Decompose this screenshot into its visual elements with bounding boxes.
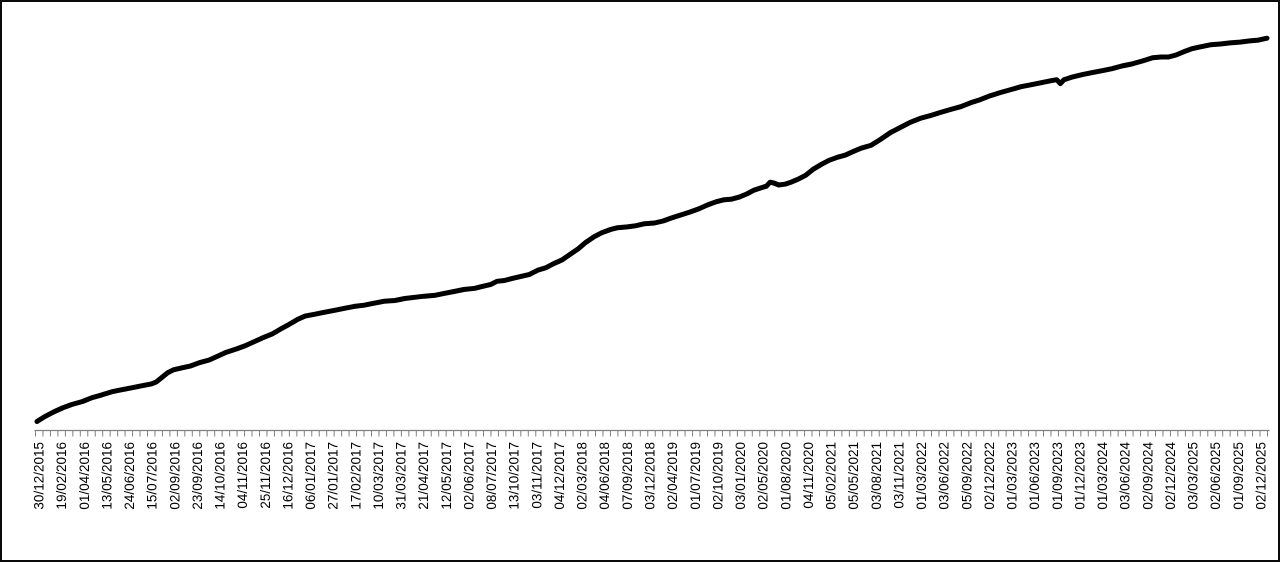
x-axis-label: 12/05/2017 [439, 442, 454, 510]
x-axis-label: 30/12/2015 [32, 442, 47, 510]
x-axis-label: 05/02/2021 [824, 442, 839, 510]
x-axis-label: 27/01/2017 [326, 442, 341, 510]
x-axis-label: 25/11/2016 [258, 442, 273, 509]
x-axis-label: 02/10/2019 [710, 442, 725, 510]
x-axis-label: 10/03/2017 [371, 442, 386, 510]
x-axis-label: 03/03/2025 [1186, 442, 1201, 510]
x-axis-label: 17/02/2017 [348, 442, 363, 510]
x-axis-label: 15/07/2016 [145, 442, 160, 510]
x-axis-label: 06/01/2017 [303, 442, 318, 510]
x-axis-label: 02/12/2024 [1163, 442, 1178, 510]
x-axis-label: 03/11/2021 [891, 442, 906, 509]
x-axis-label: 03/06/2022 [937, 442, 952, 510]
x-axis-label: 04/11/2016 [235, 442, 250, 509]
x-axis-label: 16/12/2016 [280, 442, 295, 510]
x-axis-label: 23/09/2016 [190, 442, 205, 510]
x-axis-label: 04/11/2020 [801, 442, 816, 509]
x-axis-label: 03/08/2021 [869, 442, 884, 510]
x-axis-label: 05/09/2022 [959, 442, 974, 510]
x-axis-label: 14/10/2016 [213, 442, 228, 510]
x-axis-label: 01/04/2016 [77, 442, 92, 510]
x-axis-label: 01/12/2023 [1072, 442, 1087, 510]
x-axis-label: 01/08/2020 [778, 442, 793, 510]
x-axis-label: 31/03/2017 [394, 442, 409, 510]
x-axis-label: 04/06/2018 [597, 442, 612, 510]
x-axis-label: 01/06/2023 [1027, 442, 1042, 510]
x-axis-label: 02/12/2025 [1254, 442, 1269, 510]
x-axis-label: 03/01/2020 [733, 442, 748, 510]
x-axis-label: 01/07/2019 [688, 442, 703, 510]
x-axis-label: 02/12/2022 [982, 442, 997, 510]
x-axis-label: 01/03/2023 [1005, 442, 1020, 510]
x-axis-label: 01/03/2024 [1095, 442, 1110, 510]
x-axis-label: 04/12/2017 [552, 442, 567, 510]
x-axis-label: 01/03/2022 [914, 442, 929, 510]
x-axis-label: 21/04/2017 [416, 442, 431, 510]
x-axis-label: 01/09/2023 [1050, 442, 1065, 510]
x-axis-label: 02/09/2016 [167, 442, 182, 510]
x-axis-label: 02/06/2017 [461, 442, 476, 510]
x-axis-label: 03/12/2018 [643, 442, 658, 510]
x-axis-label: 13/10/2017 [507, 442, 522, 510]
x-axis-label: 02/04/2019 [665, 442, 680, 510]
x-axis-label: 05/05/2021 [846, 442, 861, 510]
x-axis-label: 02/09/2024 [1140, 442, 1155, 510]
x-axis-label: 07/09/2018 [620, 442, 635, 510]
x-axis-label: 24/06/2016 [122, 442, 137, 510]
x-axis-label: 02/05/2020 [756, 442, 771, 510]
data-series-line [34, 35, 1270, 424]
x-axis-label: 03/11/2017 [529, 442, 544, 509]
x-axis-label: 19/02/2016 [54, 442, 69, 510]
x-axis-label: 02/03/2018 [575, 442, 590, 510]
x-axis-label: 03/06/2024 [1118, 442, 1133, 510]
x-axis-label: 01/09/2025 [1231, 442, 1246, 510]
x-axis-label: 08/07/2017 [484, 442, 499, 510]
x-axis-label: 02/06/2025 [1208, 442, 1223, 510]
x-axis-label: 13/05/2016 [99, 442, 114, 510]
